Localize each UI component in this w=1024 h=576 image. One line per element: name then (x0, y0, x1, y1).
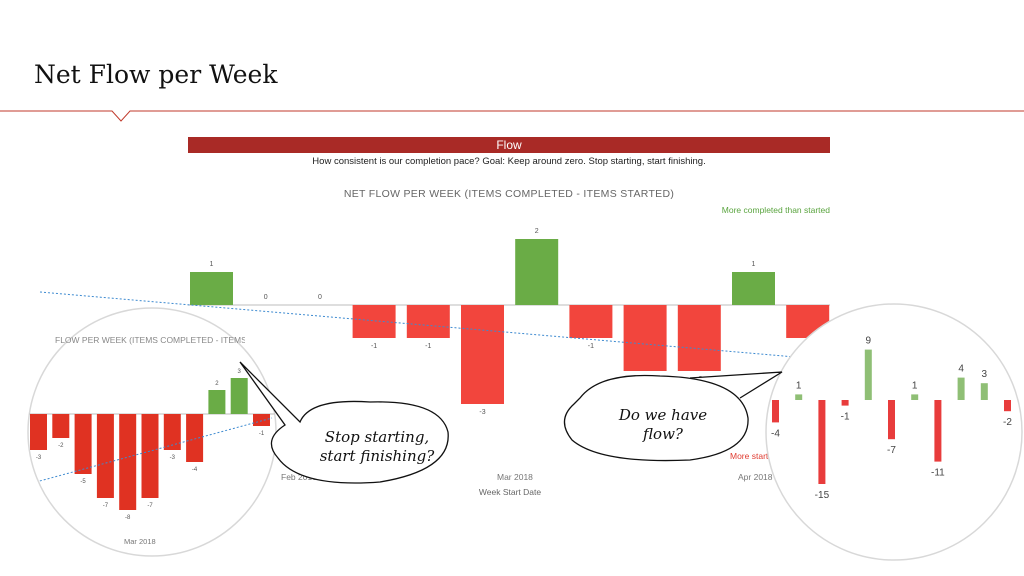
bar-label-week-3: 0 (318, 294, 322, 301)
zoom-left-label-6: -7 (147, 503, 153, 509)
zoom-left-bar-6 (141, 414, 159, 498)
bar-week-7 (515, 239, 559, 305)
callout-right-line2: flow? (643, 425, 683, 443)
zoom-left-bar-4 (96, 414, 114, 498)
zoom-chart-title: FLOW PER WEEK (ITEMS COMPLETED - ITEMS (55, 335, 245, 345)
title-divider (0, 110, 1024, 122)
bar-label-week-7: 2 (535, 228, 539, 235)
month-label-mar: Mar 2018 (497, 472, 533, 482)
slide-title: Net Flow per Week (34, 60, 278, 89)
zoom-right-label-3: -15 (815, 490, 830, 501)
bar-label-week-1: 1 (210, 261, 214, 268)
zoom-right-label-1: -4 (771, 428, 780, 439)
zoom-left-bar-10 (230, 378, 248, 414)
month-label-apr: Apr 2018 (738, 472, 773, 482)
zoom-right-bar-10 (980, 383, 988, 400)
zoom-right-bar-11 (1004, 400, 1011, 412)
zoom-right-bar-8 (934, 400, 942, 462)
bar-week-8 (569, 305, 613, 338)
zoom-right-label-7: 1 (912, 380, 918, 391)
bar-week-10 (677, 305, 721, 371)
callout-right-line1: Do we have (618, 406, 708, 424)
bar-week-9 (623, 305, 667, 371)
callout-left-line2: start finishing? (319, 447, 435, 465)
zoom-right-bar-2 (795, 394, 803, 400)
zoom-right-label-11: -2 (1003, 417, 1012, 428)
legend-positive: More completed than started (721, 205, 830, 215)
zoom-left-bar-8 (186, 414, 204, 462)
zoom-left-bar-3 (74, 414, 92, 474)
bar-label-week-8: -1 (588, 343, 594, 350)
zoom-left-bar-11 (253, 414, 270, 426)
trend-line (39, 291, 831, 361)
zoom-left-label-7: -3 (170, 455, 176, 461)
callout-bubble-left (239, 361, 449, 484)
zoom-left-label-10: 3 (238, 369, 242, 375)
zoom-left-label-4: -7 (103, 503, 109, 509)
zoom-left-label-9: 2 (215, 381, 219, 387)
zoom-right-label-9: 4 (958, 364, 964, 375)
zoom-left-trend-line (35, 417, 273, 483)
zoom-right-bar-1 (772, 400, 779, 423)
zoom-right-label-6: -7 (887, 445, 896, 456)
bar-week-11 (732, 272, 775, 305)
zoom-right-bar-7 (911, 394, 919, 400)
zoom-left-label-1: -3 (36, 455, 42, 461)
bar-week-6 (461, 305, 504, 404)
x-axis-label: Week Start Date (478, 487, 542, 497)
callout-text-right: Do we have flow? (578, 406, 748, 444)
zoom-left-label-2: -2 (58, 443, 64, 449)
bar-label-week-6: -3 (479, 409, 485, 416)
zoom-left-label-11: -1 (259, 431, 265, 437)
zoom-month-label: Mar 2018 (124, 537, 156, 546)
bar-label-week-4: -1 (371, 343, 377, 350)
zoom-left-bar-1 (30, 414, 47, 450)
zoom-left-bar-9 (208, 390, 226, 414)
zoom-right-bar-6 (888, 400, 895, 440)
bar-label-week-2: 0 (264, 294, 268, 301)
month-label-feb: Feb 2018 (281, 472, 317, 482)
callout-text-left: Stop starting, start finishing? (292, 428, 462, 466)
zoom-left-label-8: -4 (192, 467, 198, 473)
chart-subtitle: How consistent is our completion pace? G… (312, 156, 706, 167)
zoom-left-bar-2 (52, 414, 70, 438)
legend-negative: More starts (730, 451, 773, 461)
callout-bubble-right (563, 371, 783, 462)
zoom-left-bar-5 (119, 414, 137, 510)
bar-label-week-11: 1 (752, 261, 756, 268)
chart-title: NET FLOW PER WEEK (ITEMS COMPLETED - ITE… (343, 188, 675, 200)
zoom-right-label-5: 9 (866, 336, 872, 347)
zoom-right-bar-4 (841, 400, 849, 406)
zoom-right-label-4: -1 (841, 412, 850, 423)
zoom-right-label-10: 3 (982, 369, 988, 380)
zoom-right-bar-9 (957, 377, 965, 400)
zoom-left-bar-7 (163, 414, 181, 450)
zoom-right-label-8: -11 (931, 468, 945, 479)
flow-banner: Flow (188, 137, 830, 153)
zoom-right-bar-5 (864, 349, 872, 400)
bar-week-5 (406, 305, 450, 338)
zoom-right-label-2: 1 (796, 380, 802, 391)
zoom-left-label-3: -5 (80, 479, 86, 485)
zoom-left-label-5: -8 (125, 515, 131, 521)
bar-label-week-5: -1 (425, 343, 431, 350)
zoom-right-bar-3 (818, 400, 826, 484)
callout-left-line1: Stop starting, (324, 428, 430, 446)
bar-week-1 (190, 272, 233, 305)
